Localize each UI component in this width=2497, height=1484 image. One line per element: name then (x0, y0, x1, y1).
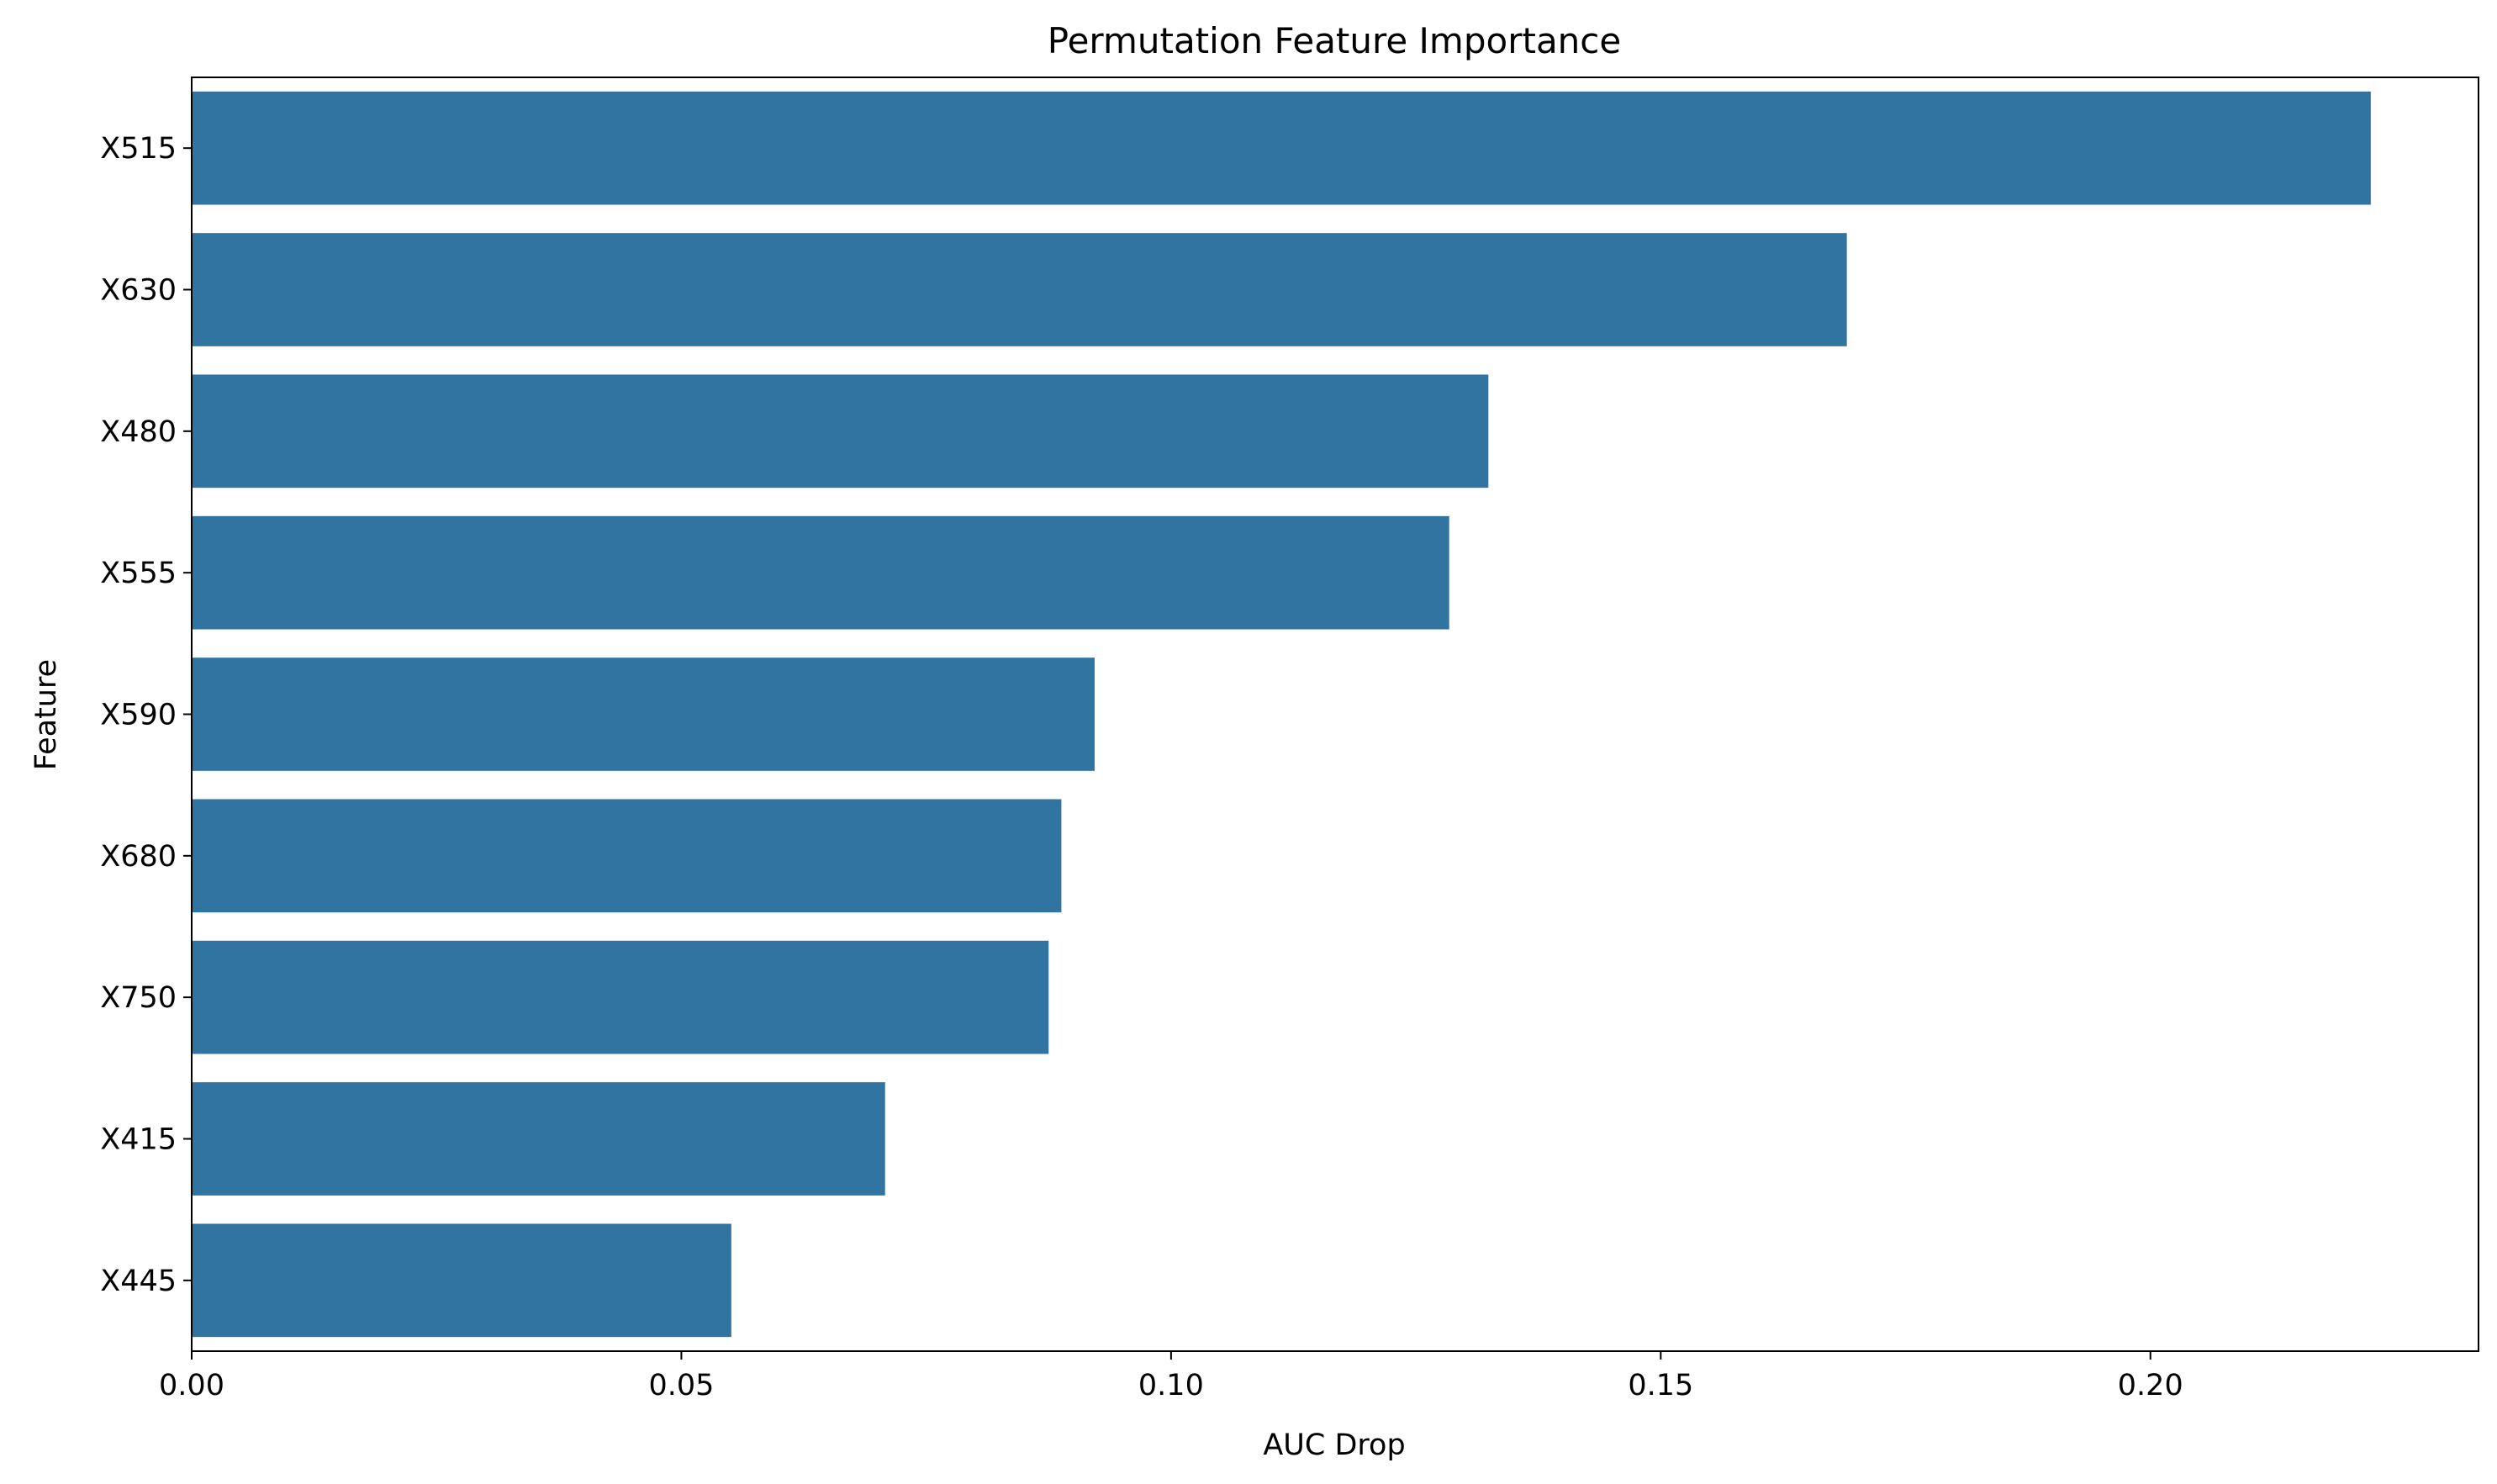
plot-frame (191, 77, 2479, 1352)
y-tick-label: X680 (100, 840, 177, 874)
y-axis-label: Feature (29, 659, 63, 770)
x-tick-label: 0.10 (1138, 1369, 1204, 1402)
y-tick-label: X515 (100, 132, 177, 166)
bar-x415 (192, 1082, 885, 1196)
x-tick-label: 0.00 (159, 1369, 224, 1402)
bar-x630 (192, 233, 1847, 346)
y-tick-label: X750 (100, 981, 177, 1015)
bar-x480 (192, 374, 1489, 489)
x-tick-label: 0.15 (1628, 1369, 1693, 1402)
x-tick-label: 0.20 (2118, 1369, 2183, 1402)
bar-x750 (192, 940, 1049, 1054)
y-tick-label: X630 (100, 274, 177, 308)
bar-x590 (192, 658, 1095, 771)
bar-x445 (192, 1223, 731, 1338)
y-tick-label: X480 (100, 415, 177, 449)
y-tick-label: X445 (100, 1265, 177, 1298)
y-tick-label: X590 (100, 699, 177, 732)
bar-x515 (192, 91, 2371, 205)
y-axis-ticks: X515 X630 X480 X555 X590 X680 X750 X415 X445 (100, 132, 192, 1298)
bars-group (192, 91, 2371, 1338)
x-tick-label: 0.05 (648, 1369, 714, 1402)
bar-x680 (192, 799, 1062, 913)
bar-x555 (192, 515, 1449, 630)
y-tick-label: X415 (100, 1123, 177, 1157)
x-axis-ticks: 0.00 0.05 0.10 0.15 0.20 (159, 1351, 2183, 1402)
chart-title: Permutation Feature Importance (1048, 20, 1621, 61)
y-tick-label: X555 (100, 557, 177, 590)
x-axis-label: AUC Drop (1263, 1429, 1405, 1462)
